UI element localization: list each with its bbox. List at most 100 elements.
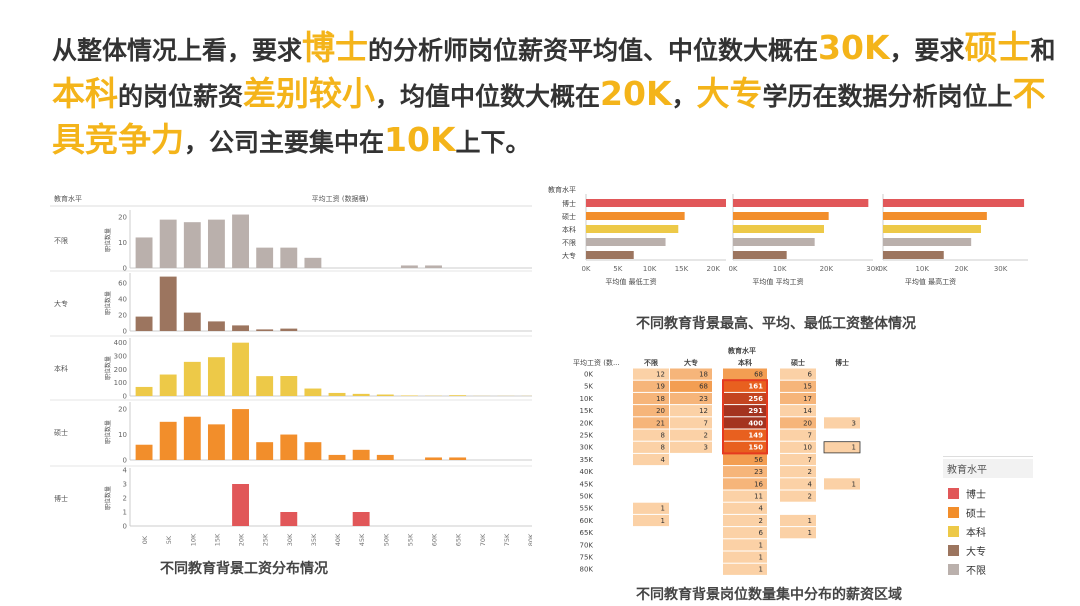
panel-label: 博士: [54, 494, 68, 503]
salary-bar: [733, 238, 815, 246]
heatmap-cell: [780, 417, 816, 429]
heatmap-cell: [723, 405, 767, 417]
heatmap-cell: [723, 551, 767, 563]
histogram-bar: [256, 442, 274, 460]
legend-label: 硕士: [966, 509, 986, 520]
legend-swatch: [948, 526, 959, 537]
histogram-bar: [135, 316, 153, 331]
y-tick-label: 400: [114, 339, 127, 347]
headline-highlight: 差别较小: [243, 74, 376, 113]
histogram-bar: [159, 219, 177, 268]
heatmap-cell: [723, 453, 767, 466]
histogram-bar: [280, 512, 298, 526]
headline-highlight: 大专: [696, 74, 763, 113]
heatmap-value-label: 14: [803, 407, 812, 415]
heatmap-value-label: 1: [852, 444, 856, 452]
heatmap-row-label: 35K: [580, 456, 594, 464]
heatmap-row-label: 10K: [580, 395, 594, 403]
heatmap-cell: [723, 478, 767, 490]
salary-bar: [883, 251, 944, 259]
heatmap-value-label: 7: [808, 432, 812, 440]
heatmap-value-label: 21: [656, 419, 665, 427]
headline-highlight: 博士: [302, 28, 369, 67]
heatmap-row-label: 55K: [580, 505, 594, 513]
histogram-bar: [400, 395, 418, 396]
x-tick-label: 30K: [866, 265, 880, 273]
salary-bar: [883, 212, 987, 220]
x-tick-label: 10K: [643, 265, 657, 273]
histogram-bar: [183, 416, 201, 460]
salary-bar: [883, 225, 981, 233]
histogram-bar: [232, 325, 249, 331]
heatmap-value-label: 68: [699, 383, 708, 391]
heatmap-value-label: 18: [656, 395, 665, 403]
legend-label: 不限: [966, 566, 986, 577]
heatmap-row-label: 40K: [580, 468, 594, 476]
y-tick-label: 10: [118, 239, 127, 247]
heatmap-value-label: 2: [808, 468, 812, 476]
heatmap-cell: [670, 441, 712, 453]
heatmap-value-label: 8: [661, 432, 665, 440]
x-tick-label: 25K: [262, 533, 270, 546]
x-tick-label: 70K: [479, 533, 487, 546]
panel-label: 大专: [54, 299, 68, 308]
histogram-bar: [159, 276, 177, 331]
heatmap-cell: [723, 441, 767, 453]
salary-bar: [586, 238, 666, 246]
heatmap-value-label: 12: [699, 407, 708, 415]
histogram-bar: [207, 357, 225, 396]
salary-bar: [733, 225, 824, 233]
histogram-bar: [135, 237, 153, 268]
headline-segment: ，要求: [889, 36, 965, 65]
heatmap-value-label: 7: [704, 419, 708, 427]
category-label: 大专: [562, 251, 576, 260]
y-tick-label: 2: [123, 495, 127, 503]
histogram-bar: [352, 512, 370, 526]
heatmap-cell: [723, 514, 767, 527]
x-tick-label: 65K: [455, 533, 463, 546]
heatmap-cell: [780, 490, 816, 502]
histogram-bar: [207, 219, 225, 268]
heatmap-value-label: 12: [656, 371, 665, 379]
histogram-bar: [376, 454, 394, 460]
heatmap-value-label: 17: [803, 395, 812, 403]
y-tick-label: 0: [123, 328, 127, 336]
legend-swatch: [948, 507, 959, 518]
heatmap-row-label: 50K: [580, 493, 594, 501]
salary-bar: [733, 199, 869, 207]
heatmap-column-label: 本科: [737, 358, 752, 367]
x-tick-label: 20K: [820, 265, 834, 273]
category-label: 不限: [562, 238, 576, 247]
salary-bar: [586, 212, 685, 220]
panel-axis-title: 平均值 平均工资: [752, 277, 803, 286]
heatmap-row-label: 30K: [580, 444, 594, 452]
legend-item: 不限: [943, 560, 1033, 579]
heatmap-row-label: 45K: [580, 480, 594, 488]
headline-segment: 学历在数据分析岗位上: [762, 82, 1013, 111]
headline-segment: ，: [671, 82, 697, 111]
heatmap-cell: [633, 502, 669, 514]
salary-bar: [586, 225, 679, 233]
heatmap-cell: [723, 392, 767, 405]
histogram-bar: [159, 421, 177, 460]
heatmap-cell: [670, 392, 712, 405]
panel-label: 不限: [54, 236, 68, 245]
histogram-bar: [376, 394, 394, 396]
panel-ylabel: 职位数量: [104, 291, 112, 315]
heatmap-value-label: 2: [759, 517, 763, 525]
x-tick-label: 35K: [310, 533, 318, 546]
histogram-bar: [232, 342, 249, 396]
heatmap-cell: [824, 441, 860, 453]
headline-segment: ，公司主要集中在: [184, 128, 385, 157]
heatmap-value-label: 1: [852, 480, 856, 488]
histogram-bar: [400, 265, 418, 268]
heatmap-cell: [723, 490, 767, 502]
legend-label: 大专: [966, 547, 986, 558]
heatmap-value-label: 4: [759, 505, 764, 513]
heatmap-cell: [780, 453, 816, 466]
heatmap-cell: [780, 380, 816, 392]
y-tick-label: 4: [123, 467, 128, 475]
y-tick-label: 0: [123, 393, 127, 401]
